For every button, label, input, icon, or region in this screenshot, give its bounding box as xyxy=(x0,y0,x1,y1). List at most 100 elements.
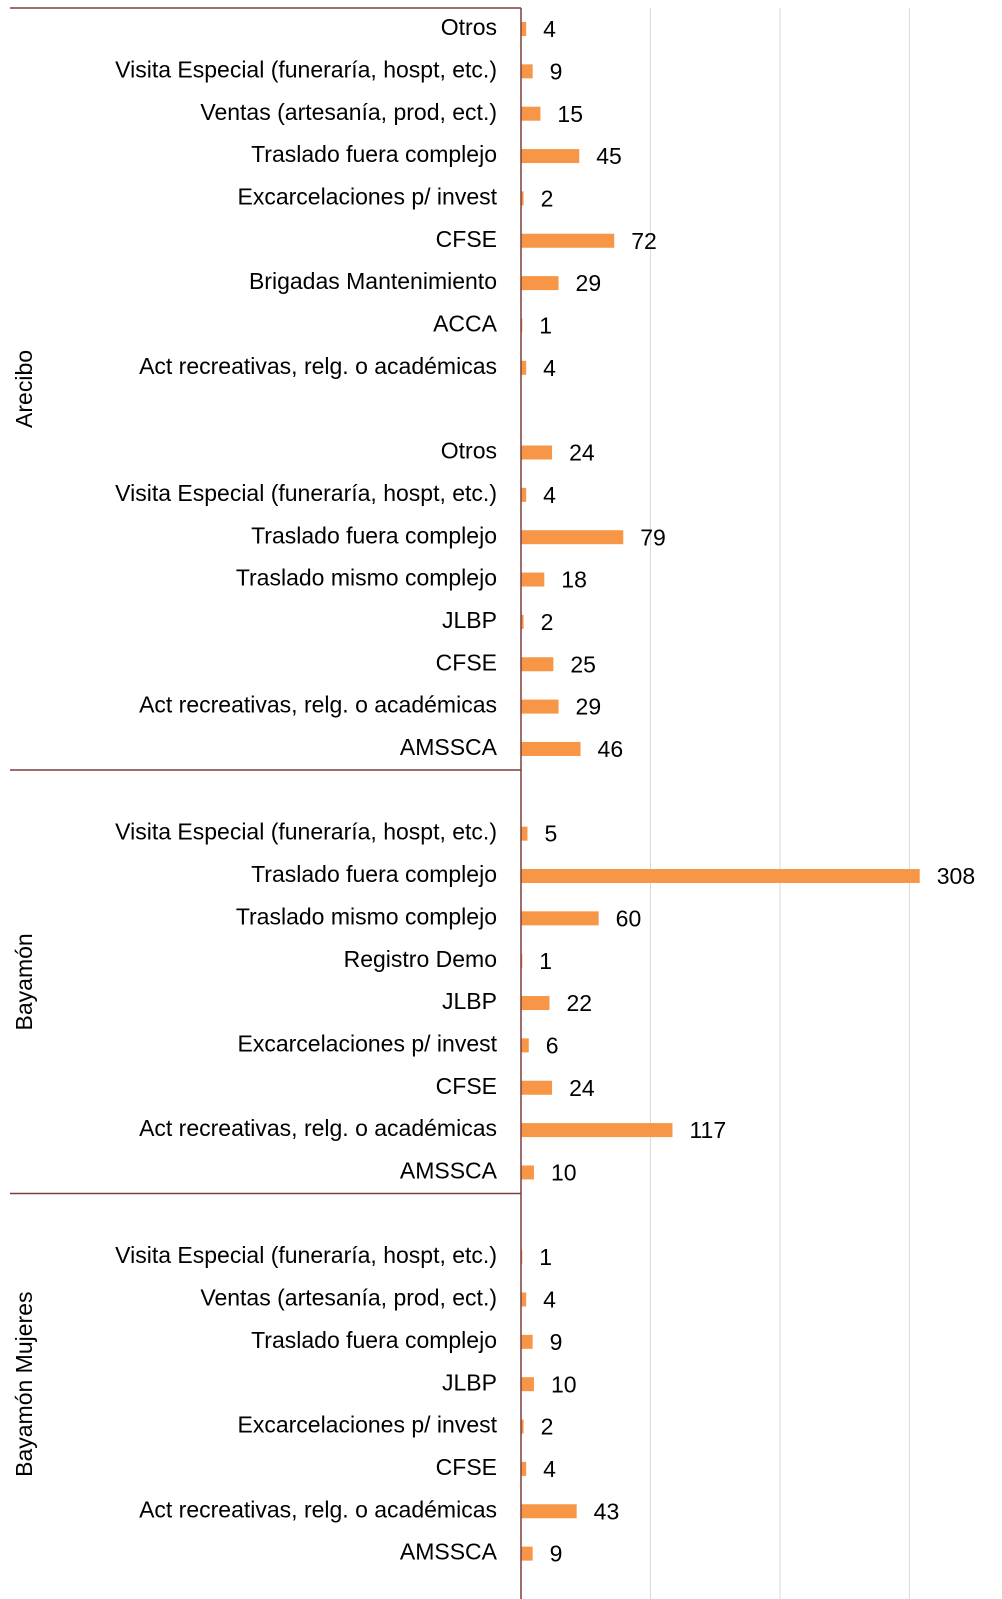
y-tick-label: ACCA xyxy=(433,311,498,337)
bar xyxy=(521,657,554,672)
bar xyxy=(521,106,541,121)
data-label: 25 xyxy=(570,651,596,677)
y-tick-label: JLBP xyxy=(442,1369,497,1395)
bar xyxy=(521,614,524,629)
y-tick-label: Traslado fuera complejo xyxy=(251,861,497,887)
group-label: Arecibo xyxy=(11,350,37,428)
data-label: 4 xyxy=(543,355,556,381)
data-label: 72 xyxy=(631,228,657,254)
data-label: 45 xyxy=(596,143,622,169)
bar xyxy=(521,22,527,36)
bar xyxy=(521,1546,533,1561)
data-label: 308 xyxy=(937,863,975,889)
bar xyxy=(521,996,550,1011)
bar xyxy=(521,360,527,375)
data-label: 43 xyxy=(594,1498,620,1524)
data-label: 9 xyxy=(550,58,563,84)
data-label: 4 xyxy=(543,1456,556,1482)
data-label: 6 xyxy=(546,1032,559,1058)
y-tick-label: Excarcelaciones p/ invest xyxy=(237,1030,497,1056)
bar xyxy=(521,233,615,248)
bar xyxy=(521,64,533,79)
y-tick-label: Visita Especial (funeraría, hospt, etc.) xyxy=(115,480,497,506)
y-tick-label: Excarcelaciones p/ invest xyxy=(237,183,497,209)
bar xyxy=(521,1334,533,1349)
data-label: 117 xyxy=(689,1117,726,1143)
data-label: 24 xyxy=(569,1075,595,1101)
data-label: 2 xyxy=(541,1414,554,1440)
data-label: 22 xyxy=(566,990,592,1016)
bar xyxy=(521,741,581,756)
bar xyxy=(521,191,524,206)
y-tick-label: Traslado fuera complejo xyxy=(251,141,497,167)
y-tick-label: Brigadas Mantenimiento xyxy=(249,268,497,294)
y-tick-label: Act recreativas, relg. o académicas xyxy=(139,353,497,379)
data-label: 29 xyxy=(576,694,602,720)
y-tick-label: Act recreativas, relg. o académicas xyxy=(139,1496,497,1522)
bar xyxy=(521,1165,534,1180)
bar xyxy=(521,445,553,460)
y-tick-label: AMSSCA xyxy=(400,1539,498,1565)
y-tick-label: Traslado fuera complejo xyxy=(251,522,497,548)
y-tick-label: Traslado fuera complejo xyxy=(251,1327,497,1353)
y-tick-label: CFSE xyxy=(436,1454,497,1480)
y-tick-label: Act recreativas, relg. o académicas xyxy=(139,1115,497,1141)
y-tick-label: Act recreativas, relg. o académicas xyxy=(139,692,497,718)
bar xyxy=(521,699,559,714)
bar xyxy=(521,1038,529,1053)
bar xyxy=(521,1461,527,1476)
y-tick-label: Visita Especial (funeraría, hospt, etc.) xyxy=(115,56,497,82)
bar xyxy=(521,572,545,587)
data-label: 4 xyxy=(543,482,556,508)
y-tick-label: AMSSCA xyxy=(400,1158,498,1184)
y-tick-label: Traslado mismo complejo xyxy=(236,565,497,591)
data-label: 15 xyxy=(557,101,583,127)
bar xyxy=(521,276,559,291)
data-label: 4 xyxy=(543,1287,556,1313)
bar xyxy=(521,1377,534,1392)
data-label: 10 xyxy=(551,1160,577,1186)
bar xyxy=(521,487,527,502)
bar xyxy=(521,1123,673,1138)
data-label: 29 xyxy=(576,270,602,296)
bar xyxy=(521,911,599,926)
y-tick-label: AMSSCA xyxy=(400,734,498,760)
data-label: 18 xyxy=(561,567,587,593)
bar xyxy=(521,1419,524,1434)
bar xyxy=(521,1504,577,1519)
data-label: 60 xyxy=(616,905,642,931)
data-label: 2 xyxy=(541,609,554,635)
bar xyxy=(521,1080,553,1095)
y-tick-label: Ventas (artesanía, prod, ect.) xyxy=(200,1285,497,1311)
y-tick-label: Excarcelaciones p/ invest xyxy=(237,1412,497,1438)
y-tick-label: CFSE xyxy=(436,649,497,675)
group-label: Bayamón xyxy=(11,933,37,1030)
y-tick-label: Ventas (artesanía, prod, ect.) xyxy=(200,99,497,125)
data-label: 9 xyxy=(550,1541,563,1567)
data-label: 2 xyxy=(541,185,554,211)
y-tick-label: Otros xyxy=(441,14,497,40)
y-tick-label: JLBP xyxy=(442,607,497,633)
y-tick-label: Traslado mismo complejo xyxy=(236,903,497,929)
data-label: 1 xyxy=(539,1244,552,1270)
y-tick-label: CFSE xyxy=(436,1073,497,1099)
data-label: 24 xyxy=(569,440,595,466)
bar xyxy=(521,149,580,164)
y-tick-label: Visita Especial (funeraría, hospt, etc.) xyxy=(115,1242,497,1268)
group-label: Bayamón Mujeres xyxy=(11,1292,37,1477)
data-label: 9 xyxy=(550,1329,563,1355)
bar xyxy=(521,530,624,545)
data-label: 5 xyxy=(544,821,557,847)
data-label: 1 xyxy=(539,313,552,339)
data-label: 10 xyxy=(551,1371,577,1397)
y-tick-label: JLBP xyxy=(442,988,497,1014)
bar xyxy=(521,1292,527,1307)
y-tick-label: CFSE xyxy=(436,226,497,252)
data-label: 46 xyxy=(598,736,624,762)
data-label: 4 xyxy=(543,16,556,42)
y-tick-label: Otros xyxy=(441,438,497,464)
y-tick-label: Visita Especial (funeraría, hospt, etc.) xyxy=(115,819,497,845)
bar xyxy=(521,826,528,841)
bar xyxy=(521,869,920,883)
